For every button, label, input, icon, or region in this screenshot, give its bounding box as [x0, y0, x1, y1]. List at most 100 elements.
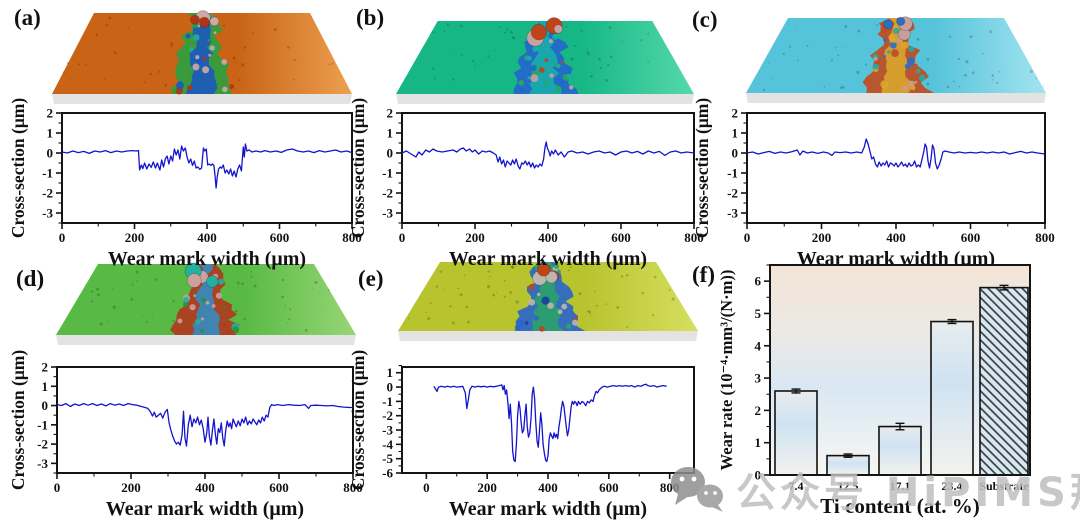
debris-mound-e: [545, 270, 558, 284]
profile-line: [61, 143, 353, 189]
y-tick-label: -5: [382, 451, 393, 466]
panel-label-e: (e): [358, 266, 384, 291]
y-tick-label: -1: [37, 417, 48, 432]
y-tick-label: -2: [37, 437, 48, 452]
y-tick-label: 4: [755, 338, 762, 353]
y-tick-label: 2: [732, 106, 739, 121]
profile-line: [56, 402, 353, 447]
y-tick-label: -2: [382, 186, 393, 201]
debris-mound-d: [205, 275, 219, 288]
y-tick-label: 3: [755, 371, 762, 386]
x-tick-label: 600: [961, 230, 981, 245]
y-tick-label: -1: [42, 166, 53, 181]
x-tick-label: 200: [125, 230, 145, 245]
surface-3d-d: [56, 262, 356, 345]
x-tick-label: 0: [59, 230, 66, 245]
x-tick-label: 600: [269, 480, 289, 495]
y-tick-label: -1: [382, 394, 393, 409]
plot-frame: [769, 264, 1031, 476]
cross-section-chart-d: 2 1 0 -1 -2 -3 0 200 400 600 800 Wear mark width (μ…: [8, 350, 363, 520]
surface-3d-a: [52, 10, 352, 104]
x-tick-label: 600: [611, 230, 631, 245]
debris-mound-c: [896, 16, 906, 26]
profile-line: [433, 383, 667, 463]
x-tick-label: 200: [477, 480, 497, 495]
y-tick-label: -3: [727, 206, 738, 221]
debris-mound-a: [190, 14, 200, 25]
y-tick-label: 1: [755, 435, 762, 450]
x-tick-label: 200: [121, 480, 141, 495]
y-tick-label: 5: [755, 306, 762, 321]
x-tick-label: 800: [342, 230, 362, 245]
y-tick-label: 1: [387, 126, 394, 141]
y-tick-label: -6: [382, 466, 393, 481]
x-tick-label: 400: [538, 230, 558, 245]
debris-mound-a: [209, 16, 220, 27]
y-tick-label: 6: [755, 274, 762, 289]
x-tick-label: 800: [343, 480, 363, 495]
x-tick-label: 0: [423, 480, 430, 495]
y-tick-label: -3: [382, 206, 393, 221]
y-tick-label: 0: [47, 146, 54, 161]
x-tick-label: 0: [54, 480, 61, 495]
plot-frame: [401, 112, 695, 224]
x-tick-label: 600: [270, 230, 290, 245]
panel-label-c: (c): [692, 7, 718, 32]
bar-category-label: 7.4: [789, 479, 804, 493]
profile-line: [401, 141, 695, 170]
y-tick-label: 0: [755, 468, 762, 483]
bar-17.1: [878, 425, 922, 476]
wear-rate-bar-chart: 7.4 12.5 17.1 23.4 Substrate 0 1 2 3 4 5 6 Ti conten…: [717, 264, 1031, 518]
plot-frame: [746, 112, 1046, 224]
x-tick-label: 0: [399, 230, 406, 245]
debris-mound-b: [553, 24, 563, 34]
y-tick-label: -1: [727, 166, 738, 181]
panel-label-d: (d): [16, 266, 45, 291]
surface-3d-e: [398, 262, 698, 341]
y-axis-label: Cross-section (μm): [348, 350, 368, 491]
x-tick-label: 200: [465, 230, 485, 245]
y-tick-label: 0: [42, 398, 49, 413]
plot-frame: [61, 112, 353, 224]
debris-mound-d: [186, 273, 202, 288]
x-axis-label: Ti content (at. %): [820, 494, 979, 518]
x-tick-label: 400: [195, 480, 215, 495]
x-tick-label: 800: [684, 230, 704, 245]
panel-label-a: (a): [14, 5, 41, 30]
y-tick-label: 0: [387, 146, 394, 161]
x-axis-label: Wear mark width (μm): [449, 248, 647, 270]
bar-category-label: 17.1: [890, 479, 911, 493]
y-axis-label: Wear rate (10⁻⁴·mm³/(N·m)): [717, 270, 736, 471]
bar-Substrate: [979, 286, 1029, 476]
y-axis-label: Cross-section (μm): [692, 98, 712, 239]
y-tick-label: 1: [732, 126, 739, 141]
y-tick-label: -1: [382, 166, 393, 181]
plot-frame: [56, 366, 354, 474]
y-tick-label: -3: [42, 206, 53, 221]
y-axis-label: Cross-section (μm): [348, 98, 368, 239]
y-tick-label: -2: [727, 186, 738, 201]
x-tick-label: 400: [886, 230, 906, 245]
y-tick-label: 2: [755, 403, 762, 418]
surface-3d-b: [396, 17, 694, 104]
watermark: 公众号 HiPIMS那些事: [668, 460, 1080, 518]
x-tick-label: 200: [812, 230, 832, 245]
panel-label-f: (f): [692, 262, 715, 287]
surface-3d-c: [746, 16, 1046, 103]
x-axis-label: Wear mark width (μm): [449, 498, 647, 520]
debris-mound-e: [536, 262, 551, 277]
debris-mound-b: [530, 24, 547, 41]
x-tick-label: 600: [599, 480, 619, 495]
bar-category-label: 12.5: [838, 479, 859, 493]
x-tick-label: 400: [538, 480, 558, 495]
y-tick-label: -2: [42, 186, 53, 201]
y-tick-label: -3: [382, 423, 393, 438]
profile-line: [746, 138, 1046, 170]
y-tick-label: 1: [387, 365, 394, 380]
bar-category-label: 23.4: [942, 479, 963, 493]
y-tick-label: 1: [47, 126, 54, 141]
y-tick-label: 2: [387, 106, 394, 121]
